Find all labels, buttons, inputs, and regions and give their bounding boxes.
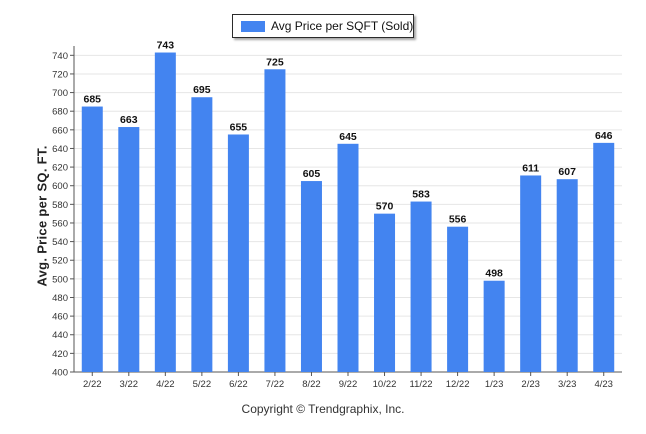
x-tick-label: 8/22: [302, 379, 321, 390]
bar: [483, 280, 505, 372]
data-label: 663: [120, 114, 138, 126]
y-tick-label: 500: [52, 274, 68, 285]
x-tick-label: 7/22: [266, 379, 285, 390]
y-tick-label: 740: [52, 51, 68, 62]
x-tick-label: 6/22: [229, 379, 248, 390]
legend-label: Avg Price per SQFT (Sold): [271, 19, 414, 33]
bar: [154, 52, 176, 373]
data-label: 743: [157, 40, 175, 52]
x-tick-label: 3/22: [120, 379, 139, 390]
bar: [337, 143, 359, 372]
bar: [556, 179, 578, 372]
data-label: 583: [412, 189, 430, 201]
y-tick-label: 700: [52, 88, 68, 99]
data-label: 685: [84, 94, 102, 106]
y-tick-label: 540: [52, 237, 68, 248]
bar: [264, 69, 286, 373]
bar: [191, 97, 213, 372]
data-label: 725: [266, 56, 284, 68]
copyright-text: Copyright © Trendgraphix, Inc.: [241, 402, 405, 416]
x-tick-label: 4/22: [156, 379, 175, 390]
y-tick-label: 460: [52, 312, 68, 323]
data-label: 607: [558, 166, 576, 178]
bar: [118, 127, 140, 372]
y-tick-label: 620: [52, 163, 68, 174]
y-tick-label: 640: [52, 144, 68, 155]
data-label: 646: [595, 130, 613, 142]
x-tick-label: 1/23: [485, 379, 504, 390]
y-tick-label: 660: [52, 125, 68, 136]
y-tick-label: 560: [52, 218, 68, 229]
data-label: 611: [522, 162, 539, 174]
data-label: 645: [339, 131, 357, 143]
bar: [410, 201, 432, 372]
x-tick-label: 4/23: [594, 379, 613, 390]
data-label: 655: [230, 121, 248, 133]
x-tick-label: 9/22: [339, 379, 358, 390]
bar: [300, 181, 322, 372]
y-tick-label: 680: [52, 107, 68, 118]
bar: [447, 226, 469, 372]
y-tick-label: 600: [52, 181, 68, 192]
data-label: 695: [193, 84, 211, 96]
bar: [593, 142, 615, 372]
x-tick-label: 5/22: [193, 379, 212, 390]
data-label: 498: [485, 268, 503, 280]
legend: Avg Price per SQFT (Sold): [232, 14, 414, 38]
legend-swatch: [241, 21, 265, 32]
x-tick-label: 12/22: [446, 379, 470, 390]
y-tick-label: 400: [52, 368, 68, 379]
data-label: 570: [376, 201, 394, 213]
bar: [520, 175, 542, 372]
data-label: 605: [303, 168, 321, 180]
y-tick-label: 420: [52, 349, 68, 360]
y-tick-label: 720: [52, 69, 68, 80]
bar: [374, 213, 396, 372]
y-tick-label: 520: [52, 256, 68, 267]
y-tick-label: 480: [52, 293, 68, 304]
x-tick-label: 2/22: [83, 379, 102, 390]
x-tick-label: 3/23: [558, 379, 577, 390]
x-tick-label: 11/22: [410, 379, 433, 390]
bar: [227, 134, 249, 372]
x-tick-label: 10/22: [373, 379, 397, 390]
y-tick-label: 580: [52, 200, 68, 211]
x-tick-label: 2/23: [521, 379, 540, 390]
y-tick-label: 440: [52, 330, 68, 341]
data-label: 556: [449, 214, 467, 226]
bar: [81, 106, 103, 373]
